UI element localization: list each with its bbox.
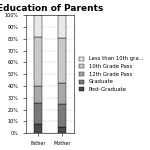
Bar bbox=[58, 104, 66, 127]
Bar bbox=[34, 15, 42, 37]
Bar bbox=[34, 86, 42, 103]
Bar bbox=[34, 37, 42, 86]
Bar bbox=[58, 38, 66, 82]
Title: Education of Parents: Education of Parents bbox=[0, 4, 103, 13]
Bar bbox=[34, 103, 42, 124]
Bar bbox=[58, 127, 66, 133]
Bar bbox=[58, 15, 66, 38]
Legend: Less than 10th gra..., 10th Grade Pass, 12th Grade Pass, Graduate, Post-Graduate: Less than 10th gra..., 10th Grade Pass, … bbox=[77, 54, 145, 94]
Bar bbox=[34, 124, 42, 133]
Bar bbox=[58, 82, 66, 104]
